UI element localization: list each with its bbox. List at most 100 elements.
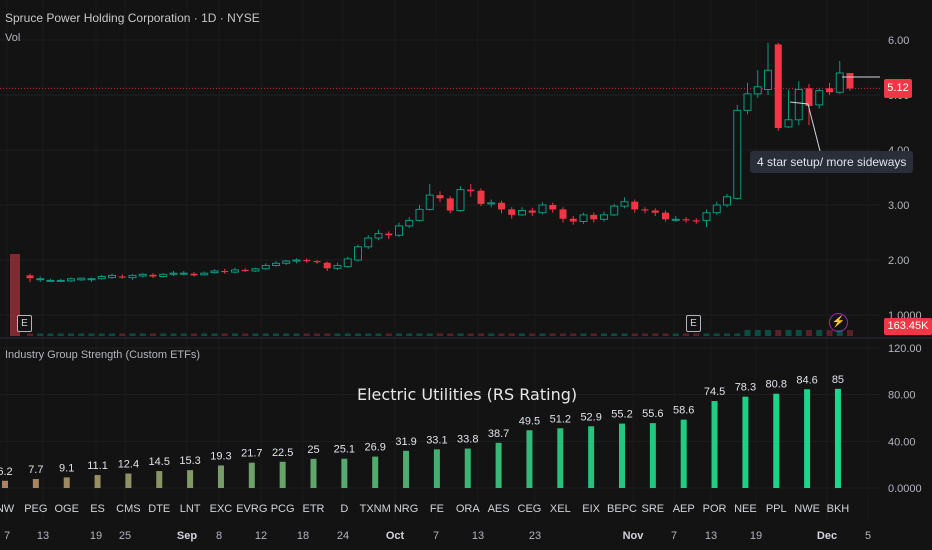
candle-body [385,233,393,236]
volume-bar [631,333,638,336]
candle-body [303,260,311,262]
volume-bar [375,333,382,336]
candle-body [826,88,833,93]
candle-body [56,279,65,282]
earnings-marker[interactable]: E [686,315,701,332]
candle-body [764,69,772,90]
candle-body [815,90,824,106]
candle-body [159,273,168,277]
candle-body [46,279,55,282]
rs-bar [711,401,718,488]
volume-bar [570,333,577,336]
candle-body [200,272,209,276]
candle-body [610,205,619,216]
candle-body [641,209,649,211]
volume-bar [683,333,689,336]
rs-axis-label: 40.00 [888,436,916,448]
date-axis-label: 8 [216,530,222,542]
volume-bar [611,333,618,336]
rs-category-label: PCG [271,503,295,515]
rs-category-label: EXC [210,503,233,515]
candle-body [138,273,147,277]
rs-bar-value-label: 85 [832,374,844,386]
rs-bar [341,458,348,488]
lightning-bolt-icon[interactable]: ⚡ [829,313,848,332]
candle-body [528,210,536,213]
volume-bar [396,333,402,336]
candle-body [343,258,352,268]
candle-body [292,259,301,262]
rs-category-label: NRG [394,503,418,515]
date-axis-label: 25 [119,530,131,542]
volume-bar [539,333,546,336]
candle-body [354,246,362,261]
volume-bar [201,333,208,336]
volume-bar [529,333,536,336]
volume-bar [293,333,300,336]
rs-category-label: BEPC [607,503,637,515]
volume-bar [836,330,843,336]
candle-body [712,204,721,214]
volume-bar [580,333,587,336]
rs-bar-value-label: 55.2 [611,409,632,421]
volume-bar [170,333,177,336]
candle-body [549,205,557,210]
rs-axis-label: 120.00 [888,343,922,355]
volume-bar [262,333,269,336]
volume-bar [221,333,228,336]
volume-bar [754,330,761,336]
volume-bar [27,333,33,336]
rs-category-label: CMS [116,503,140,515]
candle-body [590,214,598,220]
volume-bar [652,333,659,336]
rs-category-label: XEL [550,503,571,515]
volume-bar [662,333,669,336]
rs-bar-value-label: 33.1 [426,434,447,446]
annotation-callout[interactable]: 4 star setup/ more sideways [750,151,914,173]
earnings-marker[interactable]: E [17,315,32,332]
candle-body [436,195,444,199]
candle-body [631,201,639,210]
rs-bar-value-label: 9.1 [59,462,74,474]
volume-bar [785,330,792,336]
volume-bar [744,330,751,336]
candle-body [508,209,516,215]
rs-bar-value-label: 7.7 [28,464,43,476]
price-axis-label: 3.00 [888,200,909,212]
rs-bar [32,479,39,488]
rs-category-label: OGE [54,503,78,515]
candle-body [477,190,485,204]
date-axis-label: 13 [37,530,49,542]
candle-body [190,273,198,276]
volume-bar [488,333,495,336]
rs-bar-value-label: 80.8 [766,379,787,391]
volume-bar [549,333,556,336]
candle-body [425,194,434,210]
candle-body [723,196,731,206]
volume-bar [734,333,741,336]
volume-bar [324,333,331,336]
rs-bar [248,462,255,488]
chart-title: Spruce Power Holding Corporation · 1D · … [5,11,260,25]
candle-body [36,278,45,281]
rs-bar-value-label: 33.8 [457,434,478,446]
date-axis-label: 7 [671,530,677,542]
rs-category-label: NWE [794,503,820,515]
volume-bar [242,333,249,336]
candle-body [97,276,106,280]
candle-body [446,198,454,211]
volume-bar [498,333,505,336]
rs-bar [187,470,194,488]
candle-body [692,220,700,222]
volume-bar [775,330,782,336]
candle-body [456,189,465,212]
rs-bar [217,465,224,488]
volume-bar [847,330,853,336]
date-axis-label: 24 [337,530,349,542]
rs-category-label: D [340,503,348,515]
volume-bar [642,333,648,336]
candle-body [210,270,219,274]
volume-bar [47,333,54,336]
volume-bar [806,330,812,336]
